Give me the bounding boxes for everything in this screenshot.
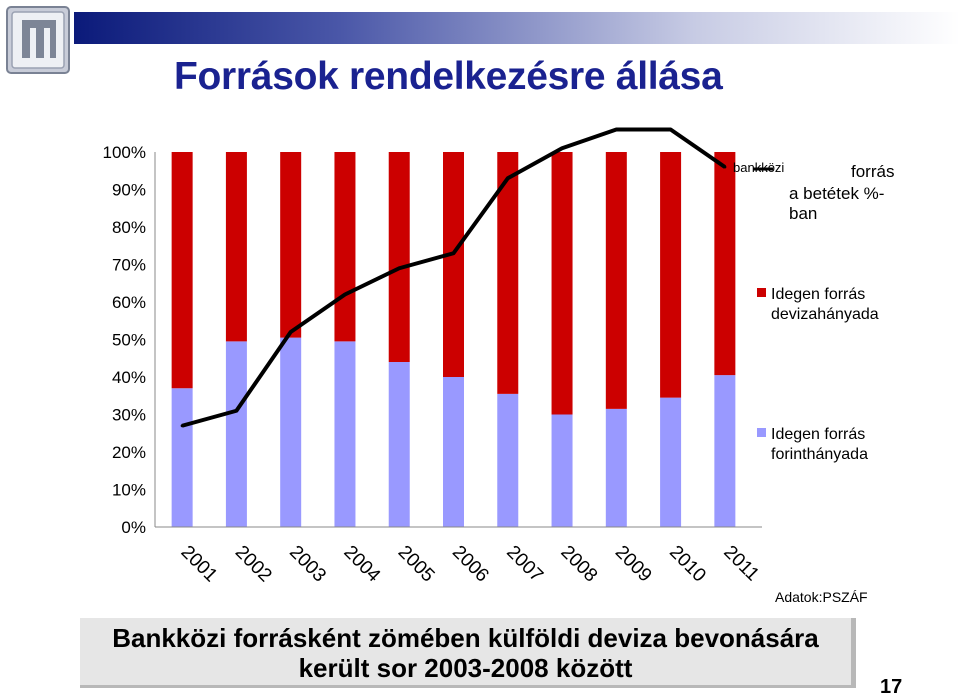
bar-forint-2010 bbox=[660, 397, 682, 527]
bar-deviza-2003 bbox=[280, 152, 302, 338]
legend-line-label-b: forrás bbox=[851, 162, 894, 181]
x-tick-label: 2002 bbox=[231, 542, 276, 587]
bar-forint-2001 bbox=[171, 388, 193, 527]
line-point-2006 bbox=[452, 251, 455, 255]
x-tick-label: 2003 bbox=[285, 542, 330, 587]
line-point-2001 bbox=[180, 424, 184, 428]
line-point-2010 bbox=[669, 128, 673, 131]
line-point-2002 bbox=[234, 409, 238, 413]
x-tick-label: 2006 bbox=[448, 542, 493, 587]
bar-forint-2006 bbox=[443, 377, 464, 527]
bar-deviza-2001 bbox=[171, 152, 193, 389]
x-tick-label: 2009 bbox=[611, 542, 656, 587]
line-point-2009 bbox=[614, 128, 618, 131]
header-gradient-bar bbox=[74, 12, 960, 44]
x-tick-label: 2011 bbox=[719, 542, 763, 586]
chart: 0%10%20%30%40%50%60%70%80%90%100% 2001 20… bbox=[103, 127, 894, 605]
legend-swatch-deviza bbox=[757, 288, 766, 297]
bar-deviza-2002 bbox=[225, 152, 247, 342]
line-point-2003 bbox=[289, 330, 293, 334]
y-tick-label: 80% bbox=[112, 218, 146, 237]
legend: bankközi forrás a betétek %-ban Idegen forr… bbox=[733, 160, 894, 463]
line-point-2005 bbox=[397, 266, 401, 270]
bar-deviza-2004 bbox=[334, 152, 356, 342]
legend-label-deviza: Idegen forrás devizahányada bbox=[771, 286, 879, 323]
line-series bbox=[180, 127, 727, 428]
page-title: Források rendelkezésre állása bbox=[174, 55, 723, 98]
y-tick-label: 90% bbox=[112, 181, 146, 200]
x-tick-label: 2001 bbox=[177, 542, 222, 587]
bar-forint-2005 bbox=[388, 362, 410, 527]
bar-deviza-2005 bbox=[388, 152, 410, 362]
x-tick-label: 2004 bbox=[339, 542, 384, 587]
x-tick-label: 2008 bbox=[557, 542, 602, 587]
y-tick-label: 100% bbox=[103, 143, 146, 162]
y-tick-label: 20% bbox=[112, 443, 146, 462]
line-point-2011 bbox=[723, 165, 727, 169]
legend-line-label-a: bankközi bbox=[733, 160, 784, 175]
line-point-2004 bbox=[343, 293, 347, 296]
x-tick-label: 2005 bbox=[394, 542, 439, 587]
y-tick-label: 50% bbox=[112, 331, 146, 350]
y-tick-label: 70% bbox=[112, 256, 146, 275]
legend-swatch-forint bbox=[757, 428, 766, 437]
y-tick-label: 30% bbox=[112, 406, 146, 425]
bar-deviza-2010 bbox=[660, 152, 682, 398]
bar-forint-2004 bbox=[334, 341, 356, 527]
bar-deviza-2008 bbox=[551, 152, 573, 415]
bar-deviza-2009 bbox=[605, 152, 627, 409]
bar-deviza-2006 bbox=[443, 152, 464, 377]
conclusion-line-2: került sor 2003-2008 között bbox=[298, 653, 633, 683]
page-number: 17 bbox=[880, 676, 903, 698]
conclusion-line-1: Bankközi forrásként zömében külföldi dev… bbox=[112, 623, 819, 653]
bar-deviza-2011 bbox=[714, 152, 736, 376]
y-tick-label: 40% bbox=[112, 368, 146, 387]
bar-forint-2007 bbox=[497, 393, 519, 527]
bar-forint-2009 bbox=[605, 408, 627, 527]
line-point-2008 bbox=[560, 146, 564, 150]
y-tick-label: 60% bbox=[112, 293, 146, 312]
y-tick-label: 0% bbox=[121, 518, 146, 537]
bar-forint-2011 bbox=[714, 375, 736, 527]
line-point-2007 bbox=[506, 176, 510, 180]
y-axis: 0% 10% 20% 30% 40% 50% 60% 70% 80% 90% 100% bbox=[103, 143, 156, 537]
bar-deviza-2007 bbox=[497, 152, 519, 394]
legend-line-label-c: a betétek %- bbox=[789, 184, 884, 203]
institution-logo-icon bbox=[6, 6, 70, 74]
source-label: Adatok:PSZÁF bbox=[775, 589, 868, 605]
y-tick-label: 10% bbox=[112, 481, 146, 500]
bar-forint-2002 bbox=[225, 341, 247, 527]
bar-forint-2003 bbox=[280, 337, 302, 527]
bar-forint-2008 bbox=[551, 414, 573, 527]
bar-series bbox=[171, 152, 736, 527]
x-axis: 2001 2002 2003 2004 2005 2006 2007 2008 2009 2010… bbox=[155, 526, 763, 587]
legend-label-forint: Idegen forrás forinthányada bbox=[771, 426, 868, 463]
x-tick-label: 2010 bbox=[665, 542, 710, 587]
legend-line-label-d: ban bbox=[789, 204, 817, 223]
x-tick-label: 2007 bbox=[502, 542, 547, 587]
conclusion-box: Bankközi forrásként zömében külföldi dev… bbox=[80, 618, 856, 688]
